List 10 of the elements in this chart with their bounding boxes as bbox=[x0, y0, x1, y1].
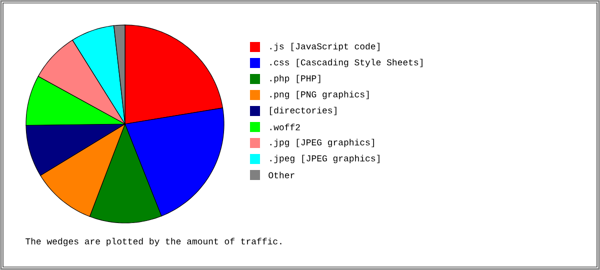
legend-label: .png [PNG graphics] bbox=[270, 90, 369, 100]
legend-label: [directories] bbox=[270, 106, 336, 116]
legend-label: .jpeg [JPEG graphics] bbox=[270, 154, 380, 164]
legend-label: .jpg [JPEG graphics] bbox=[270, 138, 374, 148]
legend-label: .css [Cascading Style Sheets] bbox=[270, 58, 422, 68]
legend-label: .js [JavaScript code] bbox=[270, 42, 380, 52]
legend-label: .woff2 bbox=[270, 124, 300, 130]
legend-label: .php [PHP] bbox=[270, 74, 320, 84]
legend-label: Other bbox=[268, 172, 294, 178]
text: The wedges are plotted by the amount of traffic. bbox=[26, 238, 282, 246]
